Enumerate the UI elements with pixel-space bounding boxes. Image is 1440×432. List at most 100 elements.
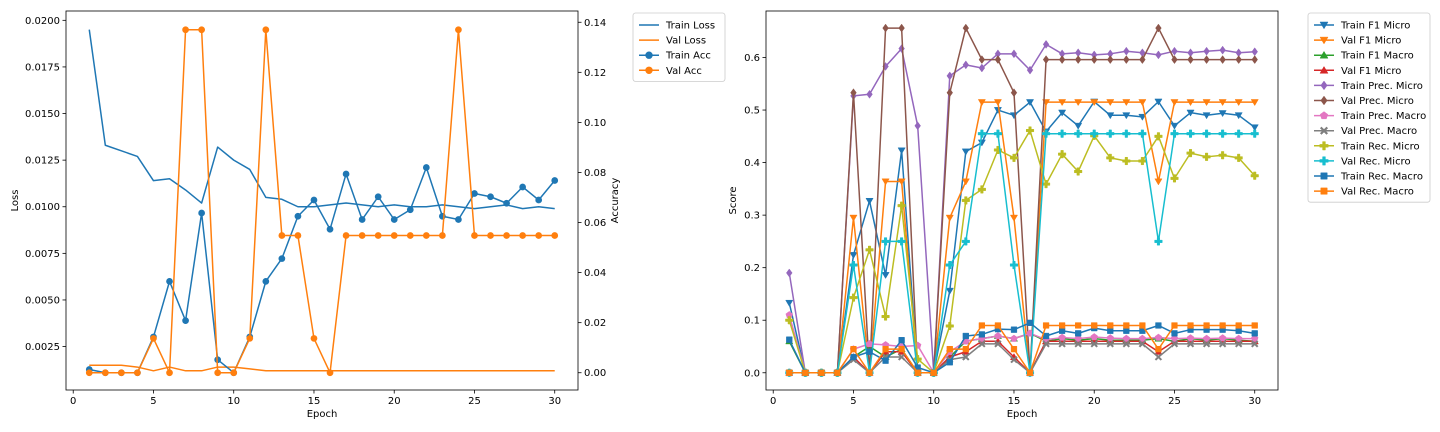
data-point [1218,340,1227,348]
chart-scores: 0 5 10 15 20 25 30 0.0 0.1 0.2 0.3 0.4 0.5 0.6 Epoch Sc… [728,10,1279,420]
data-point [1235,327,1242,334]
data-point [1091,322,1098,329]
data-point [1203,46,1210,56]
data-point [519,183,526,191]
data-point [310,335,318,342]
data-point [1010,334,1018,342]
data-point [802,369,809,376]
data-point [1235,55,1242,64]
legend-frame [1307,12,1431,203]
data-point [1251,334,1259,342]
x-tick-label: 25 [1168,396,1181,407]
data-point [945,214,954,222]
data-point [198,26,205,34]
y2-tick-label: 0.14 [584,18,606,29]
legend-label: Train Prec. Macro [1340,111,1426,122]
data-point [1154,333,1163,341]
data-point [1010,355,1018,364]
y2-tick-label: 0.06 [584,218,606,229]
legend-entry: Train Rec. Micro [1314,141,1420,152]
data-point [898,345,905,353]
data-point [1170,122,1179,130]
y-tick-label: 0.5 [744,106,760,117]
legend-entry: Train Prec. Micro [1314,80,1423,92]
data-point [818,369,825,376]
series-line [88,29,555,210]
data-point [1251,330,1258,337]
legend-marker [1319,111,1329,120]
legend-entry: Train Rec. Macro [1314,172,1423,183]
axes-frame [65,10,579,391]
data-point [1074,129,1083,138]
data-point [962,60,970,70]
data-point [1235,322,1242,329]
data-point [850,345,857,353]
data-point [1090,99,1099,107]
y-tick-label: 0.0100 [25,202,60,213]
data-point [882,23,889,33]
data-point [993,129,1002,138]
data-point [1074,334,1082,342]
data-point [1234,334,1243,342]
data-point [1074,99,1083,107]
data-point [1203,322,1210,329]
data-point [897,147,906,155]
data-point [1171,322,1178,329]
data-point [85,369,93,377]
data-point [961,148,970,156]
data-point [898,23,905,33]
data-point [1009,214,1019,222]
y-tick-label: 0.0125 [25,156,60,167]
legend-label: Val Rec. Micro [1341,156,1411,167]
data-point [1250,124,1259,132]
legend-marker [645,66,653,75]
legend-entry: Val Prec. Micro [1314,95,1414,107]
data-point [1042,55,1050,64]
data-point [1123,322,1130,329]
data-point [994,55,1002,64]
data-point [519,232,526,239]
data-point [1042,340,1050,348]
data-point [1138,99,1147,107]
data-point [1155,345,1162,353]
data-point [866,89,873,99]
data-point [1123,46,1130,56]
x-tick-label: 15 [308,396,321,407]
data-point [1202,112,1211,120]
data-point [978,322,986,329]
data-point [1186,149,1195,158]
data-point [1154,178,1163,186]
data-point [1218,110,1227,118]
legend-entry: Train Prec. Macro [1314,111,1426,122]
x-tick-label: 20 [1088,396,1101,407]
legend-marker [1319,21,1329,30]
data-point [310,196,318,204]
data-point [1202,334,1211,342]
data-point [1234,129,1243,138]
y-axis-label: Loss [10,190,21,212]
x-tick-label: 30 [1248,396,1261,407]
data-point [358,232,366,239]
data-point [945,287,954,295]
data-point [1139,322,1146,329]
plot-area [66,11,578,390]
data-point [374,193,382,201]
data-point [978,63,986,73]
legend-entry: Val Rec. Macro [1314,187,1414,198]
data-point [182,317,189,325]
data-point [1026,369,1034,376]
legend-marker [1320,187,1328,195]
legend-marker [1319,141,1329,151]
data-point [914,121,921,131]
legend-label: Train Prec. Micro [1340,81,1423,92]
data-point [1138,156,1147,166]
data-point [1155,23,1162,33]
legend-label: Val F1 Micro [1341,36,1401,47]
data-point [977,99,986,107]
legend-marker [1319,66,1329,74]
y-tick-label: 0.6 [744,53,760,64]
legend-frame [632,12,726,82]
data-point [1090,333,1098,341]
y2-tick-label: 0.04 [584,268,606,279]
data-point [961,237,970,246]
